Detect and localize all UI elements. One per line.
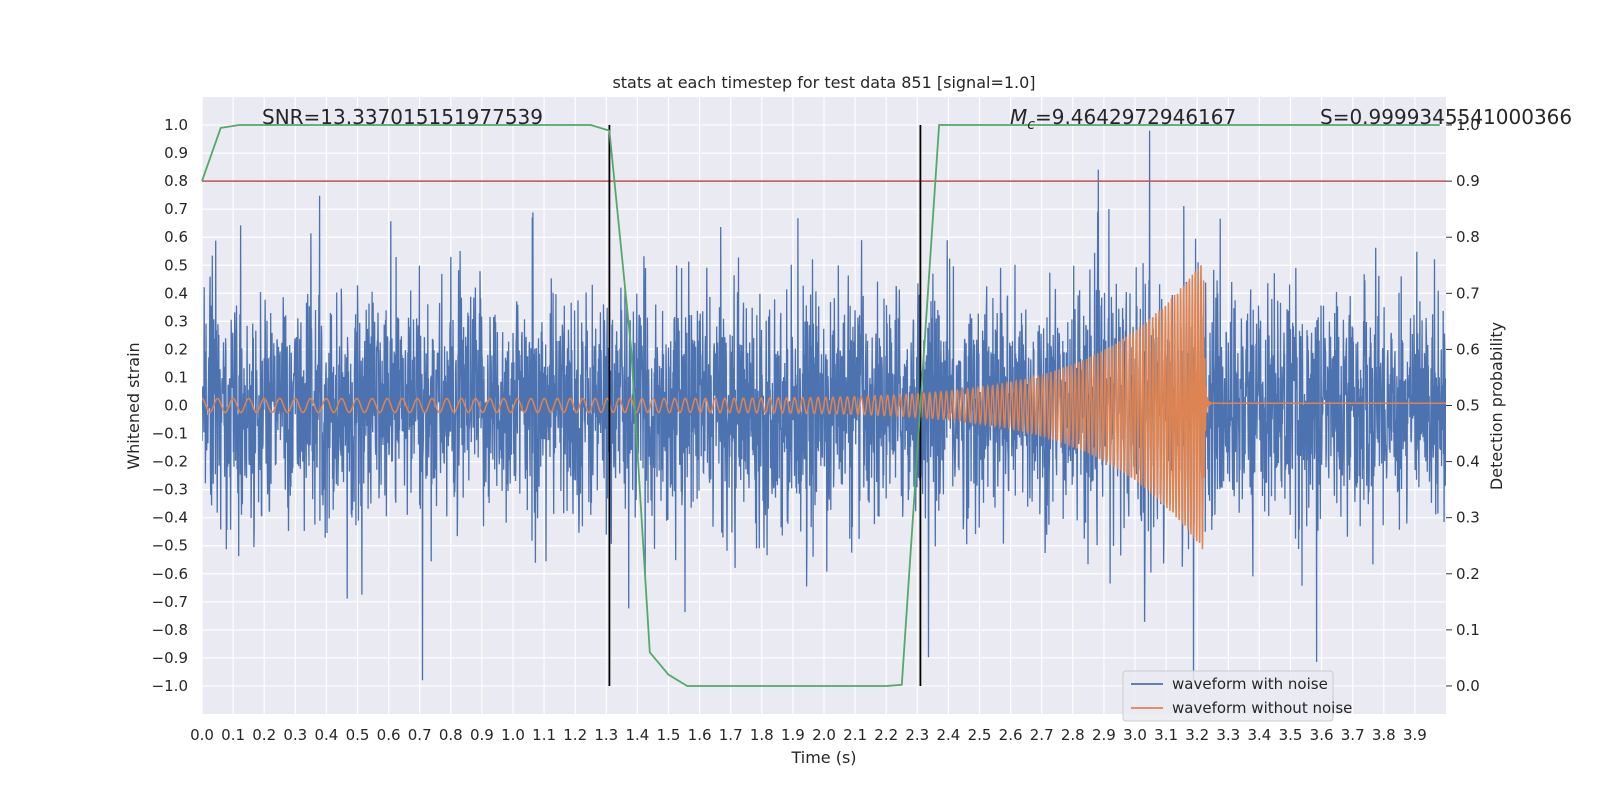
- y-tick-label: 0.3: [164, 312, 188, 330]
- x-tick-label: 2.1: [843, 726, 867, 744]
- x-tick-label: 1.2: [563, 726, 587, 744]
- x-tick-label: 0.9: [470, 726, 494, 744]
- x-tick-label: 0.0: [190, 726, 214, 744]
- x-tick-label: 1.5: [657, 726, 681, 744]
- x-tick-label: 2.6: [999, 726, 1023, 744]
- axis-ticks: 0.0 0.1 0.2 0.3 0.4 0.5 0.6 0.7 0.8 0.9 1.0 1.1 1.2 1…: [152, 116, 1480, 744]
- y-tick-label: −0.3: [152, 481, 188, 499]
- snr-annotation: SNR=13.337015151977539: [262, 105, 543, 129]
- x-tick-label: 2.9: [1092, 726, 1116, 744]
- y-tick-label: −1.0: [152, 677, 188, 695]
- y-tick-label: −0.6: [152, 565, 188, 583]
- x-tick-label: 1.8: [750, 726, 774, 744]
- x-tick-label: 3.4: [1247, 726, 1271, 744]
- x-tick-label: 2.2: [874, 726, 898, 744]
- plot-data: [201, 124, 1446, 687]
- y-tick-label: 1.0: [164, 116, 188, 134]
- x-tick-label: 3.1: [1154, 726, 1178, 744]
- x-tick-label: 2.3: [905, 726, 929, 744]
- x-tick-label: 2.7: [1030, 726, 1054, 744]
- x-tick-label: 0.4: [314, 726, 338, 744]
- y-tick-label: 0.9: [164, 144, 188, 162]
- y-tick-label: 0.7: [164, 200, 188, 218]
- y-tick-label: −0.7: [152, 593, 188, 611]
- y-tick-label: 0.5: [164, 256, 188, 274]
- x-axis-label: Time (s): [790, 748, 856, 767]
- y-right-tick-label: 0.6: [1456, 340, 1480, 358]
- y-right-tick-label: 0.5: [1456, 397, 1480, 415]
- x-tick-label: 1.4: [625, 726, 649, 744]
- x-tick-label: 3.5: [1279, 726, 1303, 744]
- y-tick-label: −0.1: [152, 425, 188, 443]
- x-tick-label: 2.4: [936, 726, 960, 744]
- legend: waveform with noise waveform without noi…: [1122, 670, 1352, 722]
- y-tick-label: 0.2: [164, 340, 188, 358]
- x-tick-label: 1.9: [781, 726, 805, 744]
- clean-waveform-line: [202, 265, 1446, 550]
- x-tick-label: 3.3: [1216, 726, 1240, 744]
- y-right-tick-label: 0.0: [1456, 677, 1480, 695]
- y-tick-label: −0.4: [152, 509, 188, 527]
- x-tick-label: 1.0: [501, 726, 525, 744]
- y-axis-right-label: Detection probability: [1487, 322, 1506, 490]
- x-tick-label: 3.0: [1123, 726, 1147, 744]
- chirp-mass-value: =9.4642972946167: [1035, 105, 1236, 129]
- x-tick-label: 2.0: [812, 726, 836, 744]
- legend-frame: [1122, 670, 1334, 722]
- y-tick-label: −0.8: [152, 621, 188, 639]
- y-right-tick-label: 0.3: [1456, 509, 1480, 527]
- y-tick-label: 0.4: [164, 284, 188, 302]
- x-tick-label: 1.1: [532, 726, 556, 744]
- signal-annotation: S=0.9999345541000366: [1320, 105, 1572, 129]
- x-tick-label: 3.7: [1341, 726, 1365, 744]
- y-tick-label: 0.6: [164, 228, 188, 246]
- x-tick-label: 0.2: [252, 726, 276, 744]
- y-right-tick-label: 0.7: [1456, 284, 1480, 302]
- y-right-tick-label: 0.1: [1456, 621, 1480, 639]
- legend-label-clean: waveform without noise: [1172, 699, 1352, 717]
- x-tick-label: 2.8: [1061, 726, 1085, 744]
- y-tick-label: −0.9: [152, 649, 188, 667]
- x-tick-label: 1.3: [594, 726, 618, 744]
- chart-title: stats at each timestep for test data 851…: [612, 73, 1035, 92]
- detection-probability-line: [201, 124, 1440, 687]
- y-right-tick-label: 0.8: [1456, 228, 1480, 246]
- chirp-mass-symbol: M: [1010, 105, 1027, 129]
- chirp-mass-subscript: c: [1027, 117, 1035, 133]
- x-tick-label: 0.5: [346, 726, 370, 744]
- y-tick-label: 0.1: [164, 368, 188, 386]
- y-right-tick-label: 0.4: [1456, 453, 1480, 471]
- y-tick-label: −0.5: [152, 537, 188, 555]
- x-tick-label: 3.2: [1185, 726, 1209, 744]
- x-tick-label: 3.8: [1372, 726, 1396, 744]
- y-right-tick-label: 1.0: [1456, 116, 1480, 134]
- x-tick-label: 0.6: [377, 726, 401, 744]
- noisy-waveform-line: [202, 130, 1446, 681]
- x-tick-label: 0.1: [221, 726, 245, 744]
- legend-label-noise: waveform with noise: [1172, 675, 1328, 693]
- x-tick-label: 1.6: [688, 726, 712, 744]
- x-tick-label: 0.8: [439, 726, 463, 744]
- y-tick-label: 0.8: [164, 172, 188, 190]
- y-right-tick-label: 0.9: [1456, 172, 1480, 190]
- x-tick-label: 1.7: [719, 726, 743, 744]
- y-tick-label: −0.2: [152, 453, 188, 471]
- y-axis-label: Whitened strain: [124, 342, 143, 469]
- x-tick-label: 0.7: [408, 726, 432, 744]
- y-tick-label: 0.0: [164, 397, 188, 415]
- y-right-tick-label: 0.2: [1456, 565, 1480, 583]
- chirp-mass-annotation: Mc=9.4642972946167: [1010, 105, 1236, 133]
- x-tick-label: 3.9: [1403, 726, 1427, 744]
- x-tick-label: 2.5: [968, 726, 992, 744]
- x-tick-label: 3.6: [1310, 726, 1334, 744]
- x-tick-label: 0.3: [283, 726, 307, 744]
